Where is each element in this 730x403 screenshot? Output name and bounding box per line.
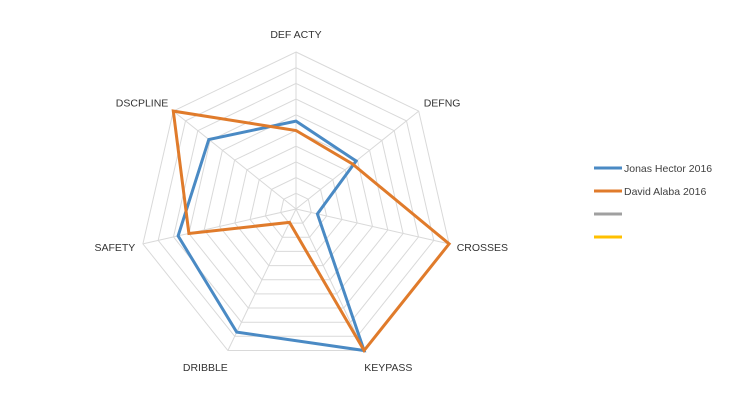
axis-line-keypass xyxy=(295,208,365,351)
axis-label-dribble: DRIBBLE xyxy=(183,362,228,374)
axis-line-dribble xyxy=(227,208,297,351)
axis-line-crosses xyxy=(295,208,450,245)
grid-ring-4 xyxy=(234,145,358,267)
radar-axes xyxy=(142,52,450,351)
grid-ring-7 xyxy=(188,98,404,309)
grid-ring-9 xyxy=(157,67,435,337)
grid-ring-10 xyxy=(142,51,450,351)
legend-label-1: David Alaba 2016 xyxy=(624,186,706,198)
grid-ring-6 xyxy=(203,114,389,295)
axis-labels: DEF ACTY DEFNG CROSSES KEYPASS DRIBBLE SAFETY… xyxy=(94,29,508,374)
radar-grid xyxy=(142,51,450,351)
grid-ring-8 xyxy=(172,82,420,323)
axis-label-crosses: CROSSES xyxy=(457,242,508,254)
axis-line-dscpline xyxy=(172,110,297,210)
legend: Jonas Hector 2016 David Alaba 2016 xyxy=(594,163,712,239)
grid-ring-3 xyxy=(249,161,343,252)
axis-label-def-acty: DEF ACTY xyxy=(270,29,321,41)
axis-line-safety xyxy=(142,208,297,245)
series-david-alaba-2016 xyxy=(171,109,452,354)
series-jonas-hector-2016 xyxy=(176,119,367,353)
legend-label-0: Jonas Hector 2016 xyxy=(624,163,712,175)
axis-label-defng: DEFNG xyxy=(424,97,461,109)
axis-label-safety: SAFETY xyxy=(94,242,135,254)
grid-ring-2 xyxy=(264,177,328,238)
grid-ring-1 xyxy=(280,192,312,224)
axis-label-keypass: KEYPASS xyxy=(364,362,412,374)
radar-series xyxy=(171,109,452,354)
axis-label-dscpline: DSCPLINE xyxy=(116,97,169,109)
